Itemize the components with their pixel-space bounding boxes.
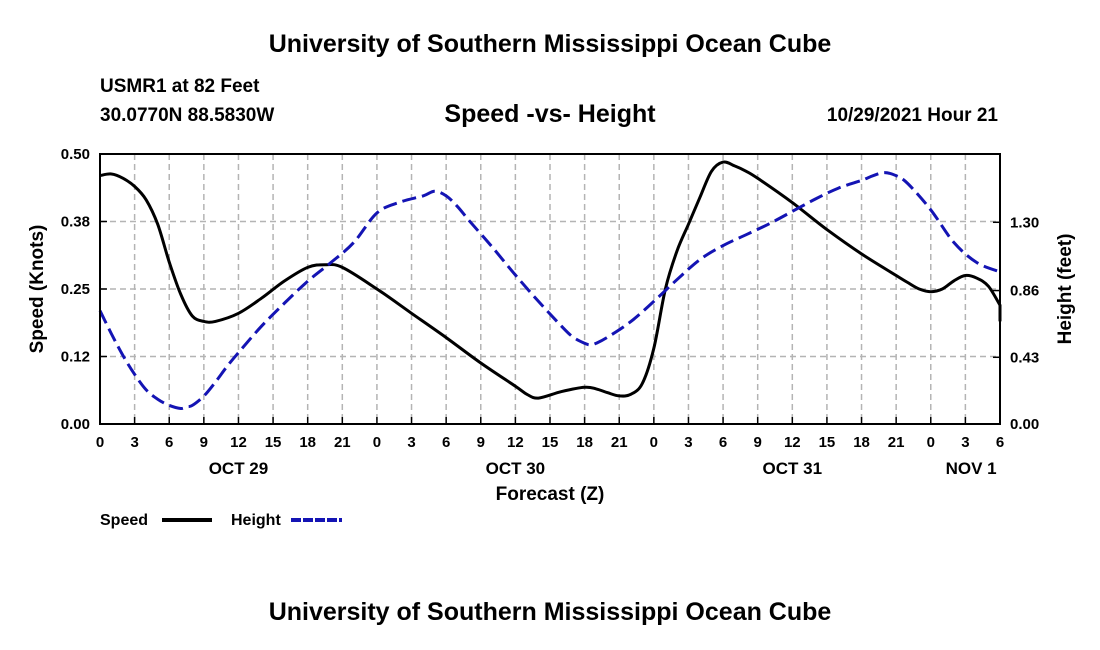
x-tick-label: 0 [650, 434, 658, 451]
day-label: OCT 29 [209, 459, 269, 478]
x-axis-title: Forecast (Z) [496, 484, 605, 505]
x-tick-label: 9 [200, 434, 208, 451]
station-coordinates: 30.0770N 88.5830W [100, 105, 275, 126]
series-line-height [98, 171, 1001, 411]
chart-main-title: University of Southern Mississippi Ocean… [268, 30, 832, 58]
chart-footer-title: University of Southern Mississippi Ocean… [268, 598, 832, 626]
x-tick-label: 3 [130, 434, 138, 451]
x-tick-label: 6 [165, 434, 173, 451]
x-tick-label: 21 [334, 434, 351, 451]
y2-tick-label: 0.43 [1010, 349, 1039, 366]
series-lines [98, 160, 1002, 411]
x-tick-label: 18 [576, 434, 593, 451]
y2-tick-label: 0.86 [1010, 283, 1039, 300]
y-tick-label: 0.25 [61, 281, 90, 298]
legend: Speed Height [100, 512, 342, 529]
x-tick-label: 3 [684, 434, 692, 451]
x-tick-label: 15 [542, 434, 559, 451]
x-tick-label: 3 [961, 434, 969, 451]
axes: 0 3 6 9 12 15 18 21 0 3 6 9 12 15 18 21 0 3 6 9 12 15 18 21 0 3 60… [27, 146, 1076, 505]
x-tick-label: 18 [853, 434, 870, 451]
y2-tick-label: 1.30 [1010, 214, 1039, 231]
y-tick-label: 0.38 [61, 214, 90, 231]
station-label: USMR1 at 82 Feet [100, 76, 260, 97]
x-tick-label: 9 [754, 434, 762, 451]
y-tick-label: 0.50 [61, 146, 90, 163]
x-tick-label: 12 [230, 434, 247, 451]
y2-tick-label: 0.00 [1010, 416, 1039, 433]
x-tick-label: 15 [265, 434, 282, 451]
forecast-datetime: 10/29/2021 Hour 21 [826, 105, 998, 126]
x-tick-label: 0 [373, 434, 381, 451]
y2-axis-title: Height (feet) [1055, 234, 1076, 345]
y-tick-label: 0.00 [61, 416, 90, 433]
legend-label-speed: Speed [100, 512, 148, 529]
day-label: NOV 1 [946, 459, 997, 478]
grid-lines [100, 154, 1000, 424]
day-label: OCT 31 [763, 459, 823, 478]
x-tick-label: 18 [299, 434, 316, 451]
x-tick-label: 6 [719, 434, 727, 451]
y-axis-title: Speed (Knots) [27, 225, 48, 354]
x-tick-label: 0 [96, 434, 104, 451]
legend-label-height: Height [231, 512, 281, 529]
y-tick-label: 0.12 [61, 349, 90, 366]
x-tick-label: 12 [507, 434, 524, 451]
x-tick-label: 15 [819, 434, 836, 451]
x-tick-label: 9 [477, 434, 485, 451]
x-tick-label: 3 [407, 434, 415, 451]
x-tick-label: 21 [611, 434, 628, 451]
day-label: OCT 30 [486, 459, 546, 478]
x-tick-label: 6 [996, 434, 1004, 451]
series-line-speed [99, 160, 1002, 400]
x-tick-label: 0 [927, 434, 935, 451]
chart-subtitle: Speed -vs- Height [444, 100, 656, 128]
x-tick-label: 21 [888, 434, 905, 451]
x-tick-label: 6 [442, 434, 450, 451]
x-tick-label: 12 [784, 434, 801, 451]
